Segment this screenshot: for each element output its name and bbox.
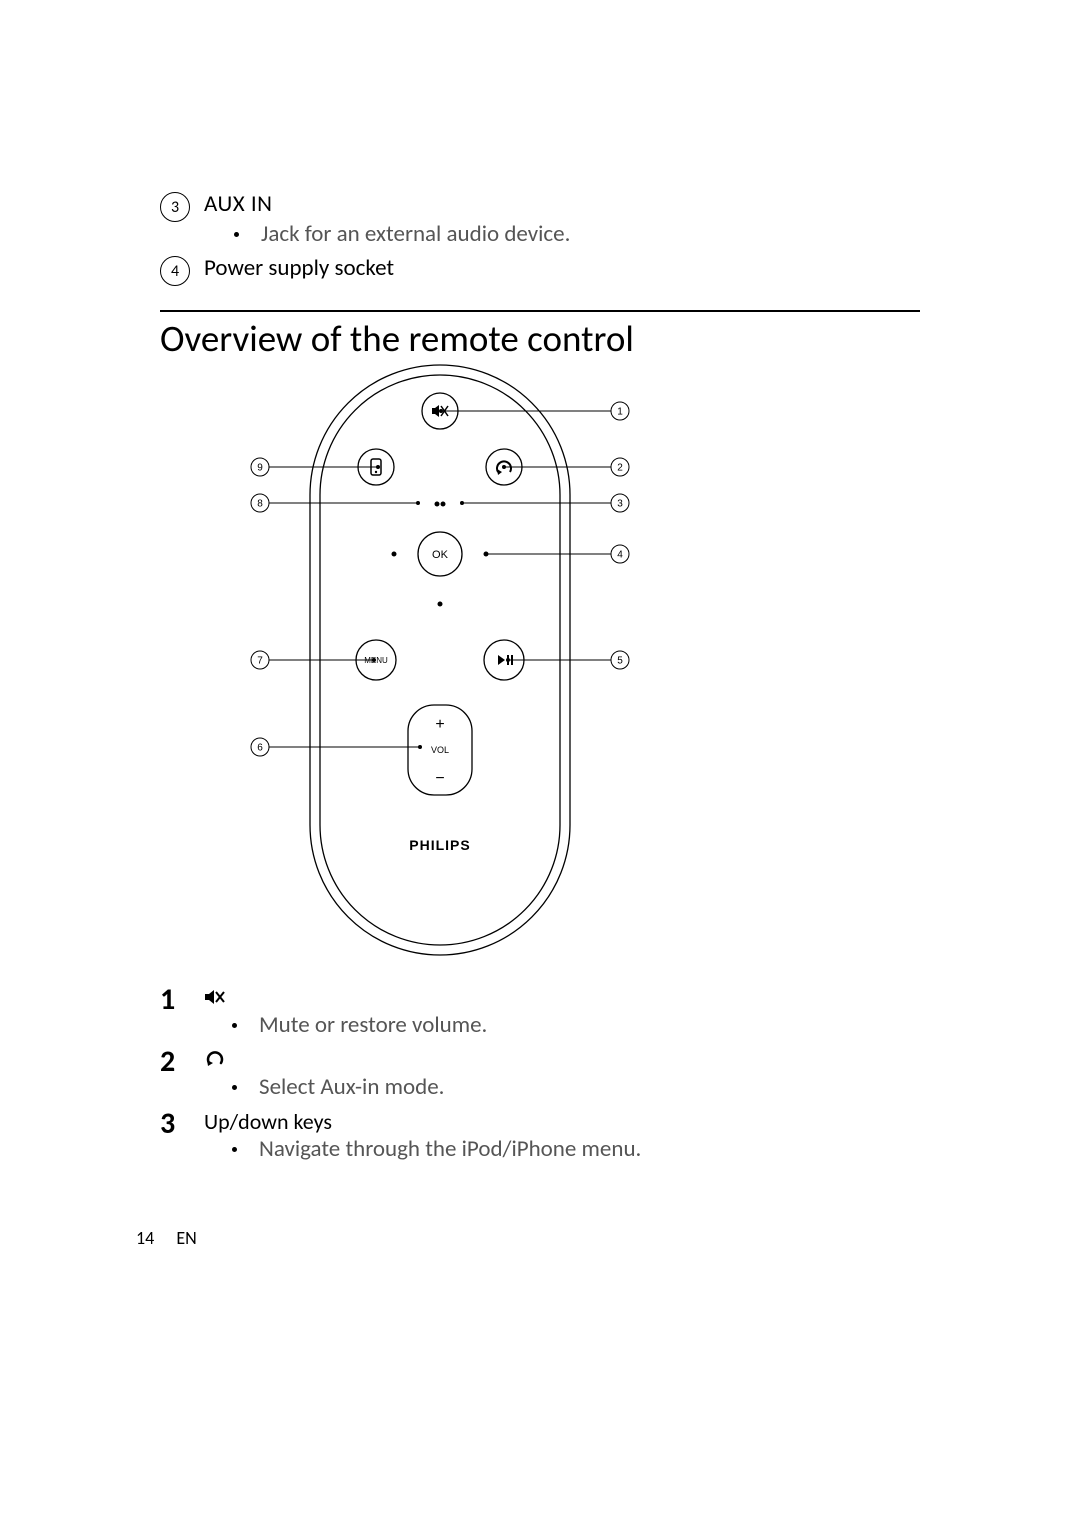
def-3-text: Navigate through the iPod/iPhone menu. — [259, 1135, 641, 1163]
def-2-head — [204, 1045, 444, 1073]
bullet-dot — [232, 1085, 237, 1090]
svg-text:PHILIPS: PHILIPS — [409, 837, 470, 853]
def-2-num: 2 — [160, 1047, 204, 1077]
def-3-num: 3 — [160, 1109, 204, 1139]
section-rule — [160, 310, 920, 312]
def-3-head-text: Up/down keys — [204, 1108, 332, 1135]
svg-text:8: 8 — [257, 499, 263, 510]
svg-text:4: 4 — [617, 550, 623, 561]
svg-text:7: 7 — [257, 656, 263, 667]
page: 3 AUX IN Jack for an external audio devi… — [0, 0, 1080, 1519]
aux-icon — [204, 1049, 226, 1069]
bullet-dot — [232, 1023, 237, 1028]
page-number: 14 — [136, 1227, 154, 1249]
page-footer: 14 EN — [136, 1227, 197, 1249]
svg-text:−: − — [435, 770, 444, 787]
item-3-bullet-text: Jack for an external audio device. — [261, 220, 570, 248]
svg-text:VOL: VOL — [431, 745, 449, 755]
svg-text:OK: OK — [432, 549, 449, 561]
item-3-title: AUX IN — [204, 190, 570, 218]
item-4-row: 4 Power supply socket — [160, 254, 920, 286]
circled-3: 3 — [160, 192, 190, 222]
def-2-body: Select Aux-in mode. — [204, 1045, 444, 1101]
def-1: 1 Mute or restore volume. — [160, 983, 920, 1039]
page-lang: EN — [176, 1227, 196, 1249]
def-1-num: 1 — [160, 985, 204, 1015]
svg-text:+: + — [435, 716, 444, 733]
def-2: 2 Select Aux-in mode. — [160, 1045, 920, 1101]
svg-text:1: 1 — [617, 407, 623, 418]
item-4-body: Power supply socket — [204, 254, 394, 282]
svg-text:6: 6 — [257, 743, 263, 754]
item-4-title: Power supply socket — [204, 254, 394, 282]
def-1-bullet: Mute or restore volume. — [204, 1011, 487, 1039]
def-3-body: Up/down keys Navigate through the iPod/i… — [204, 1107, 641, 1163]
def-3-head: Up/down keys — [204, 1107, 641, 1135]
mute-icon — [204, 987, 226, 1007]
def-1-text: Mute or restore volume. — [259, 1011, 487, 1039]
bullet-dot — [232, 1147, 237, 1152]
def-3: 3 Up/down keys Navigate through the iPod… — [160, 1107, 920, 1163]
def-1-body: Mute or restore volume. — [204, 983, 487, 1039]
circled-4: 4 — [160, 256, 190, 286]
item-3-body: AUX IN Jack for an external audio device… — [204, 190, 570, 248]
def-2-text: Select Aux-in mode. — [259, 1073, 444, 1101]
remote-diagram: OKMENU+VOL−PHILIPS123456789 — [160, 355, 660, 965]
svg-text:2: 2 — [617, 463, 623, 474]
svg-text:3: 3 — [617, 499, 623, 510]
bullet-dot — [234, 232, 239, 237]
svg-text:9: 9 — [257, 463, 263, 474]
svg-text:5: 5 — [617, 656, 623, 667]
item-3-bullet: Jack for an external audio device. — [204, 220, 570, 248]
def-3-bullet: Navigate through the iPod/iPhone menu. — [204, 1135, 641, 1163]
def-2-bullet: Select Aux-in mode. — [204, 1073, 444, 1101]
definitions: 1 Mute or restore volume. 2 — [160, 983, 920, 1163]
item-3-row: 3 AUX IN Jack for an external audio devi… — [160, 190, 920, 248]
def-1-head — [204, 983, 487, 1011]
